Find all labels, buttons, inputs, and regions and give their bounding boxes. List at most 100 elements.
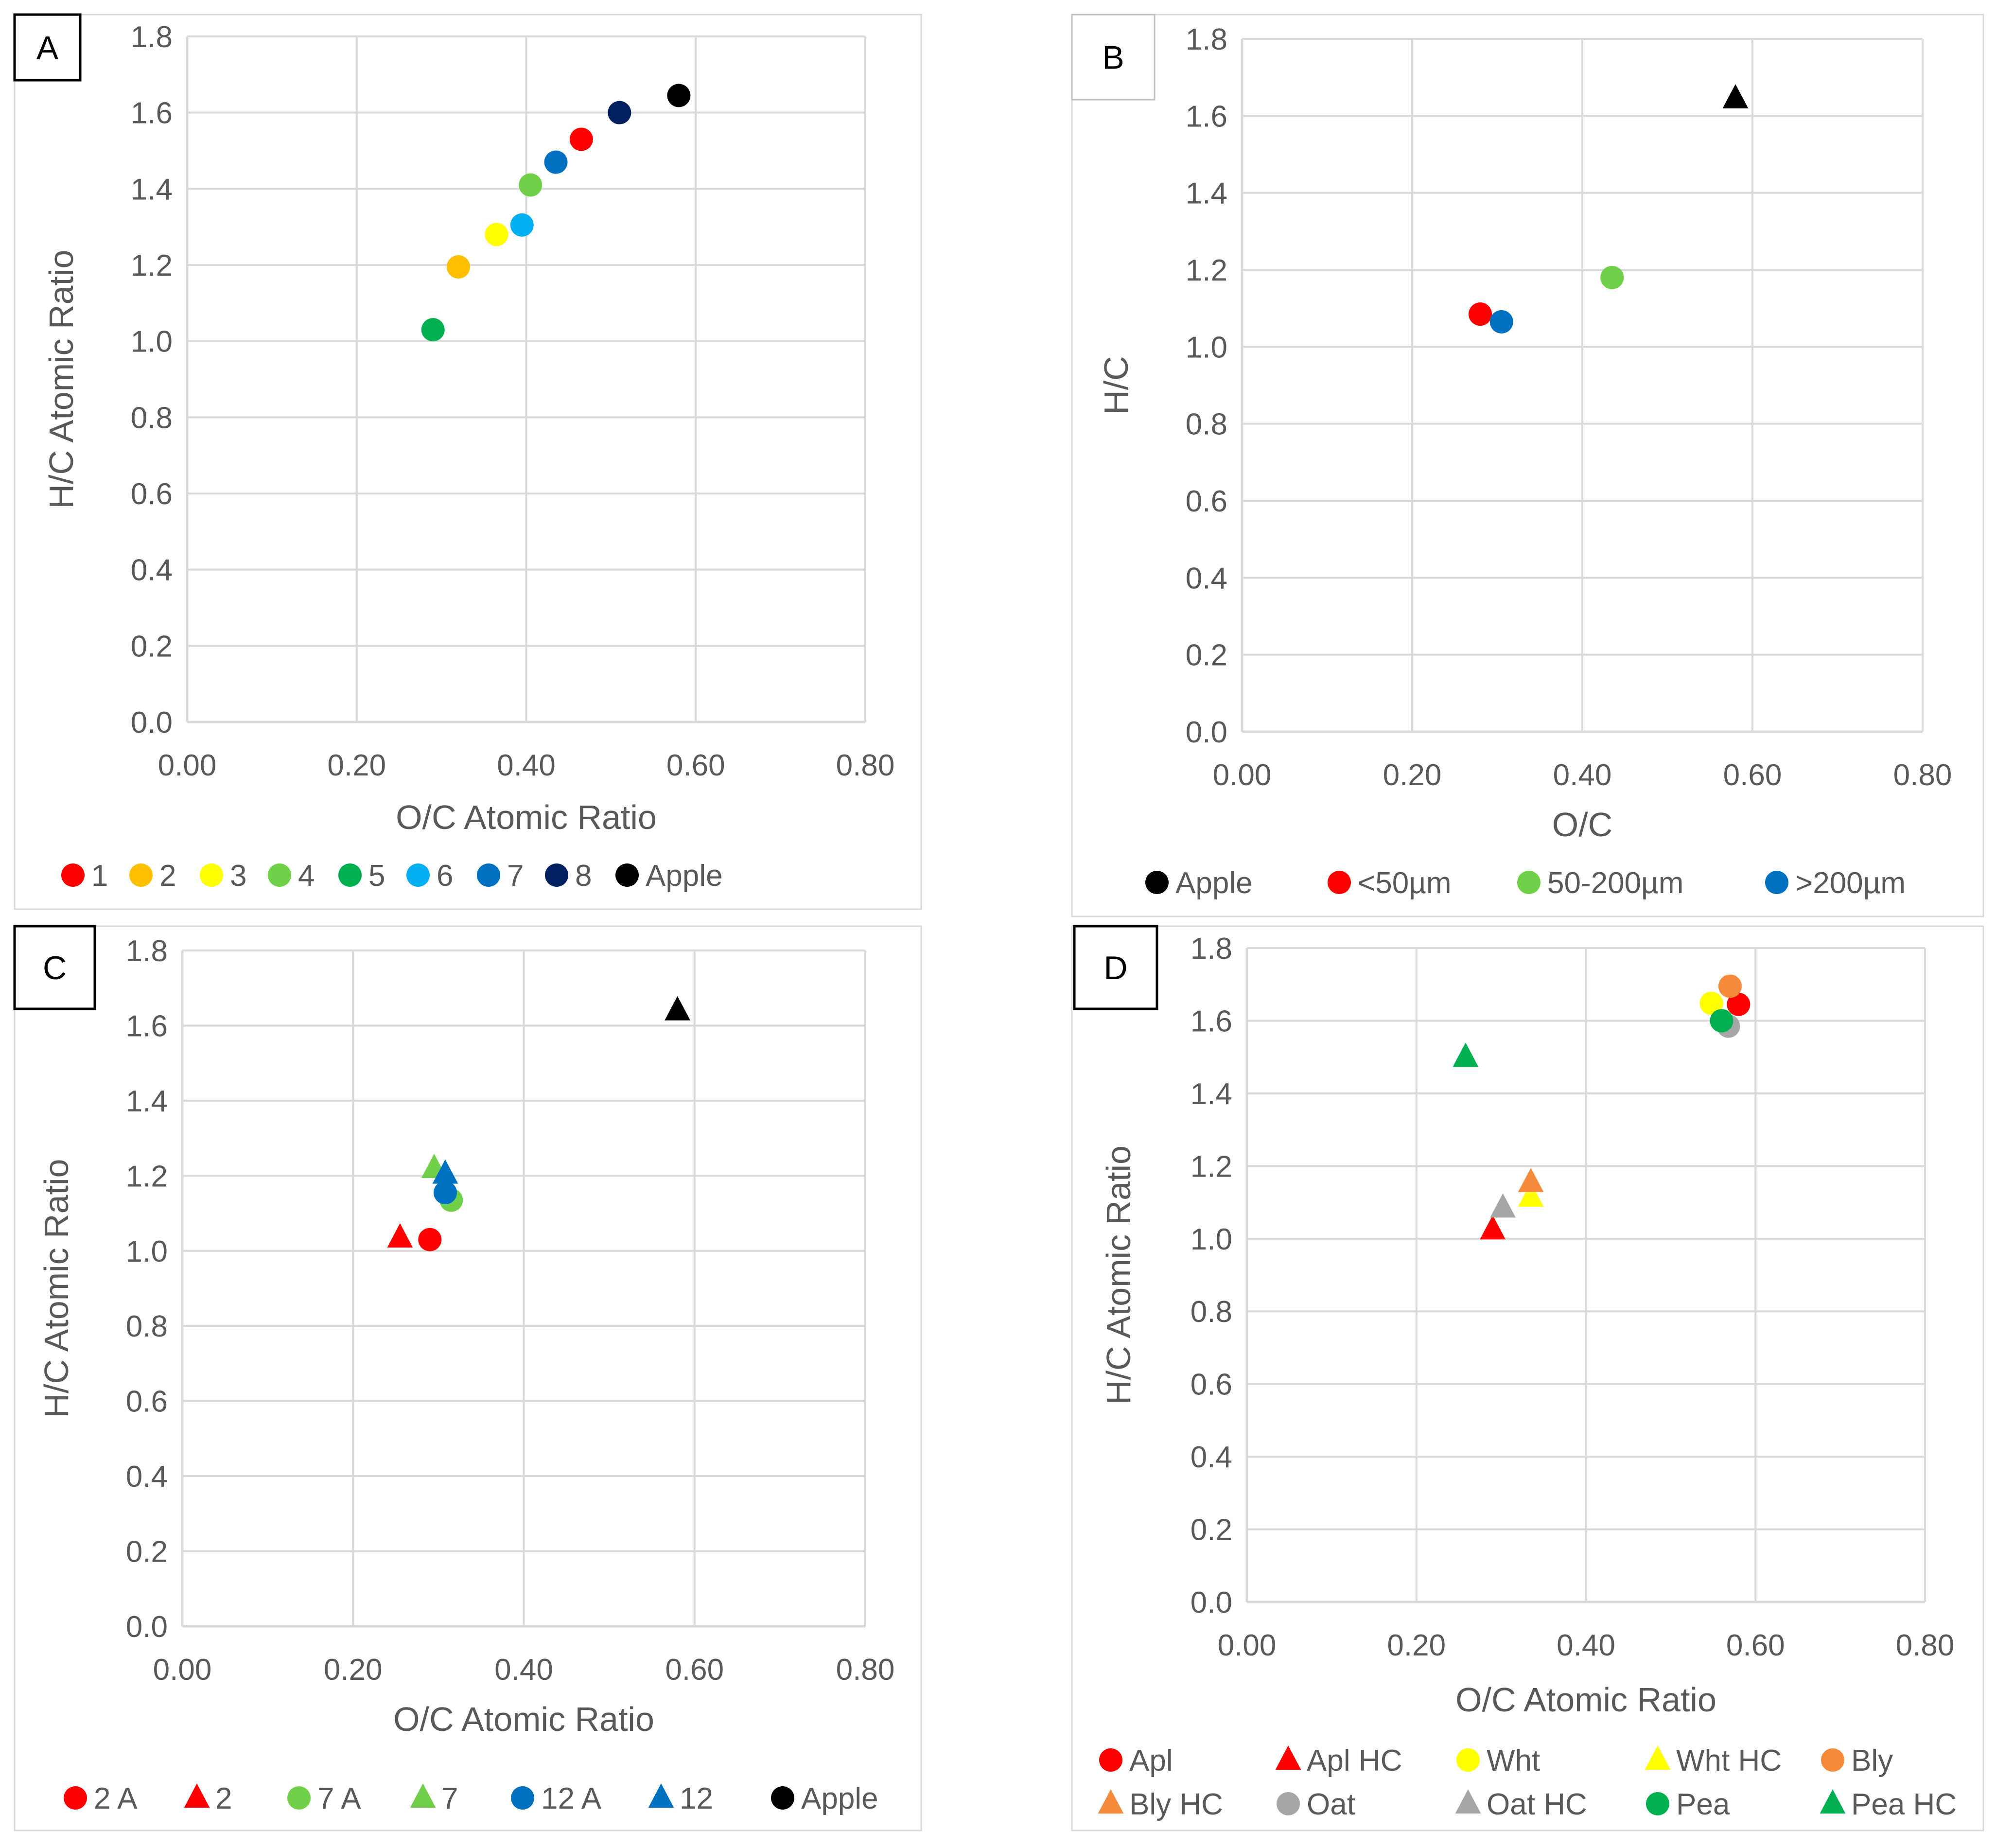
legend-item: 4 (268, 859, 315, 893)
legend-marker (1277, 1792, 1300, 1815)
legend-label: Pea (1676, 1788, 1730, 1821)
y-tick-label: 0.4 (131, 554, 173, 587)
y-tick-label: 0.2 (131, 630, 173, 663)
legend-marker (287, 1786, 311, 1810)
data-points (1453, 974, 1751, 1240)
legend-item: >200µm (1765, 866, 1906, 900)
legend-marker (406, 863, 430, 887)
legend-item: 1 (61, 859, 108, 893)
x-tick-label: 0.00 (153, 1653, 212, 1687)
y-tick-label: 0.8 (1186, 408, 1227, 441)
legend-item: Wht (1456, 1744, 1540, 1778)
legend-label: 8 (575, 859, 592, 893)
legend-marker (200, 863, 223, 887)
data-point (510, 213, 534, 237)
legend-item: 8 (545, 859, 592, 893)
y-tick-label: 1.6 (126, 1009, 168, 1043)
data-point (1518, 1182, 1544, 1207)
panel-label: C (43, 950, 67, 986)
x-axis-title: O/C Atomic Ratio (396, 798, 657, 836)
legend-label: Oat (1307, 1788, 1355, 1821)
legend-marker (1145, 871, 1169, 894)
data-point (667, 84, 691, 107)
legend-label: <50µm (1358, 866, 1452, 900)
x-tick-label: 0.80 (1896, 1629, 1955, 1662)
y-tick-label: 1.6 (131, 97, 173, 130)
legend-item: 50-200µm (1517, 866, 1683, 900)
y-tick-label: 1.6 (1191, 1004, 1232, 1038)
legend-marker (1646, 1792, 1669, 1815)
legend-label: Oat HC (1487, 1788, 1587, 1821)
y-tick-label: 1.2 (131, 249, 173, 282)
panel-frame (1071, 14, 1984, 917)
legend-item: <50µm (1328, 866, 1452, 900)
legend-marker (1455, 1789, 1481, 1814)
data-point (1518, 1168, 1544, 1193)
data-point (447, 255, 470, 279)
x-tick-label: 0.60 (666, 749, 725, 782)
y-tick-label: 0.0 (131, 706, 173, 739)
legend-label: 12 A (541, 1782, 602, 1815)
y-axis-title: H/C Atomic Ratio (42, 250, 80, 509)
panel-label: A (36, 30, 59, 67)
legend-item: Apl HC (1275, 1744, 1402, 1778)
legend-marker (1099, 1748, 1122, 1772)
panel-frame (14, 925, 922, 1831)
legend-label: 12 (680, 1782, 713, 1815)
panel-label: B (1102, 39, 1124, 76)
legend-label: 2 (159, 859, 176, 893)
legend-label: 50-200µm (1547, 866, 1683, 900)
legend-item: Apple (771, 1782, 878, 1815)
y-tick-label: 0.6 (1191, 1368, 1232, 1402)
legend-item: 12 A (511, 1782, 602, 1815)
legend-label: 2 (215, 1782, 232, 1815)
panel-frame (1071, 925, 1984, 1831)
legend-label: 7 (507, 859, 524, 893)
x-tick-label: 0.20 (324, 1653, 383, 1687)
legend-label: >200µm (1795, 866, 1906, 900)
data-point (569, 127, 593, 151)
legend-item: 12 (648, 1782, 713, 1815)
y-tick-label: 0.4 (1186, 562, 1227, 595)
x-tick-label: 0.80 (836, 749, 895, 782)
x-tick-label: 0.20 (327, 749, 386, 782)
panel-frame (14, 14, 922, 910)
data-points (1469, 84, 1749, 334)
x-tick-label: 0.40 (497, 749, 556, 782)
legend: Apl Apl HC Wht Wht HC Bly Bly HC Oat Oat HC Pea P… (1098, 1744, 1957, 1821)
data-point (1489, 310, 1513, 334)
legend-item: 3 (200, 859, 246, 893)
y-tick-label: 1.4 (1191, 1077, 1232, 1111)
legend-marker (1098, 1789, 1124, 1814)
y-tick-label: 0.4 (1191, 1441, 1232, 1474)
x-tick-label: 0.60 (665, 1653, 724, 1687)
legend-marker (61, 863, 85, 887)
data-point (1718, 974, 1742, 998)
legend-marker (1820, 1789, 1846, 1814)
data-point (1699, 991, 1723, 1015)
legend-label: Wht (1487, 1744, 1540, 1778)
panel-label-box (13, 925, 96, 1010)
y-tick-label: 0.8 (1191, 1295, 1232, 1329)
y-tick-label: 1.6 (1186, 100, 1227, 133)
legend-marker (1645, 1745, 1671, 1770)
legend-item: Apple (615, 859, 723, 893)
legend-item: 6 (406, 859, 453, 893)
legend-marker (477, 863, 500, 887)
x-tick-label: 0.80 (836, 1653, 895, 1687)
y-tick-label: 1.8 (131, 20, 173, 54)
y-tick-label: 0.2 (1186, 639, 1227, 672)
x-axis-title: O/C Atomic Ratio (1455, 1681, 1716, 1719)
legend-item: Oat HC (1455, 1788, 1587, 1821)
legend-label: 7 (441, 1782, 458, 1815)
y-tick-label: 1.2 (126, 1160, 168, 1193)
x-tick-label: 0.60 (1723, 758, 1782, 792)
y-tick-label: 1.8 (1186, 23, 1227, 56)
legend-marker (1517, 871, 1541, 894)
y-tick-label: 1.2 (1186, 254, 1227, 287)
y-axis-title: H/C Atomic Ratio (1100, 1145, 1138, 1405)
y-tick-label: 1.0 (131, 325, 173, 359)
legend-label: 4 (298, 859, 315, 893)
legend-marker (648, 1783, 674, 1808)
